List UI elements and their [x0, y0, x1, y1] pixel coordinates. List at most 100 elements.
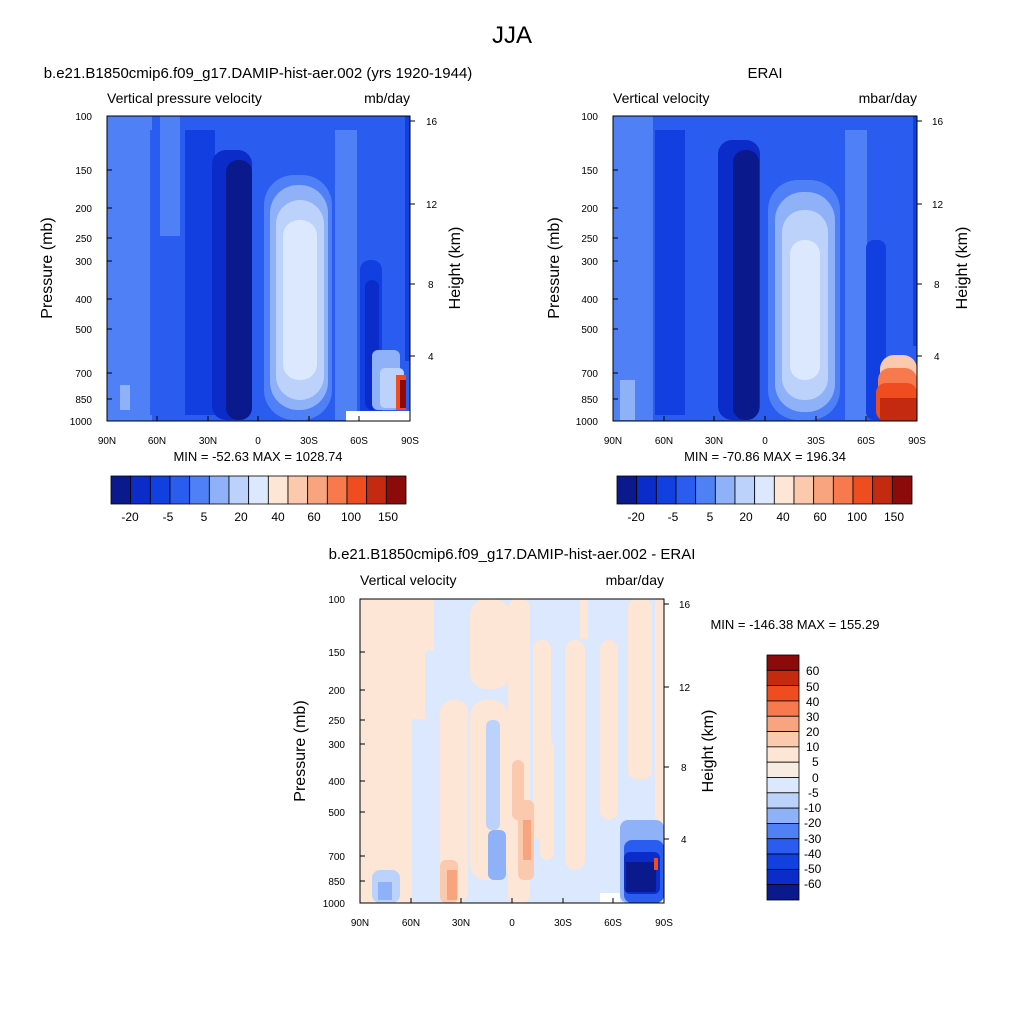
panel-model-cb-label: 150	[378, 510, 398, 524]
panel-diff-y2tick: 12	[679, 683, 691, 694]
colorbar-swatch	[766, 746, 800, 763]
panel-obs-cb-label: 40	[776, 510, 790, 524]
panel-model-units: mb/day	[364, 90, 410, 106]
panel-diff-y2ticks: 16 12 8 4	[664, 600, 691, 846]
panel-model-ytick: 400	[75, 295, 92, 306]
colorbar-swatch	[695, 475, 716, 505]
panel-model-ytick: 700	[75, 369, 92, 380]
panel-obs-cb-label: 150	[884, 510, 904, 524]
panel-model: b.e21.B1850cmip6.f09_g17.DAMIP-hist-aer.…	[39, 65, 472, 524]
panel-diff-cb-label: -50	[804, 862, 822, 876]
panel-model-yticks: 100 150 200 250 300 400 500 700 850 1000	[70, 112, 112, 428]
panel-model-cb-label: -5	[163, 510, 174, 524]
panel-obs-y2label: Height (km)	[954, 227, 971, 310]
colorbar-swatch	[832, 475, 854, 505]
panel-model-ytick: 850	[75, 395, 92, 406]
panel-obs-yticks: 100 150 200 250 300 400 500 700 850 1000	[576, 112, 618, 428]
panel-obs-cb-label: 60	[813, 510, 827, 524]
panel-obs-ytick: 850	[581, 395, 598, 406]
colorbar-swatch	[385, 475, 407, 505]
colorbar-swatch	[793, 475, 815, 505]
panel-diff-xtick: 30S	[554, 918, 572, 929]
panel-obs-y2tick: 12	[932, 200, 944, 211]
panel-diff-ytick: 250	[328, 716, 345, 727]
panel-diff-cb-label: -40	[804, 847, 822, 861]
panel-model-xtick: 30S	[300, 436, 318, 447]
panel-diff-cb-label: 40	[806, 695, 820, 709]
colorbar-swatch	[766, 669, 800, 687]
panel-model-field	[106, 115, 411, 422]
colorbar-swatch	[766, 715, 800, 732]
panel-diff-y2label: Height (km)	[700, 710, 717, 793]
panel-obs-ytick: 250	[581, 234, 598, 245]
panel-obs-units: mbar/day	[859, 90, 917, 106]
panel-diff-ytick: 300	[328, 740, 345, 751]
panel-obs-xtick: 90N	[604, 436, 622, 447]
panel-diff: b.e21.B1850cmip6.f09_g17.DAMIP-hist-aer.…	[292, 546, 880, 929]
panel-obs-colorbar	[616, 475, 913, 505]
colorbar-swatch	[766, 823, 800, 840]
panel-obs-ytick: 150	[581, 166, 598, 177]
colorbar-swatch	[169, 475, 191, 505]
panel-diff-xticks: 90N 60N 30N 0 30S 60S 90S	[351, 898, 673, 929]
panel-obs-ytick: 300	[581, 257, 598, 268]
panel-obs-title: ERAI	[747, 65, 782, 82]
panel-diff-xtick: 60N	[402, 918, 420, 929]
colorbar-swatch	[766, 685, 800, 702]
colorbar-swatch	[766, 731, 800, 748]
panel-obs-stats: MIN = -70.86 MAX = 196.34	[684, 449, 846, 464]
panel-model-ytick: 300	[75, 257, 92, 268]
panel-obs-cb-label: 20	[739, 510, 753, 524]
panel-model-left-label: Vertical pressure velocity	[107, 90, 262, 106]
panel-obs-ytick: 1000	[576, 417, 599, 428]
panel-obs-ytick: 100	[581, 112, 598, 123]
panel-diff-ytick: 100	[328, 595, 345, 606]
panel-model-y2tick: 8	[428, 280, 434, 291]
colorbar-swatch	[366, 475, 387, 505]
panel-diff-ytick: 700	[328, 852, 345, 863]
panel-model-ytick: 150	[75, 166, 92, 177]
panel-diff-ytick: 400	[328, 777, 345, 788]
panel-diff-cb-label: 60	[806, 664, 820, 678]
panel-model-colorbar-labels: -20 -5 5 20 40 60 100 150	[121, 510, 398, 524]
colorbar-swatch	[852, 475, 874, 505]
panel-obs-ytick: 500	[581, 325, 598, 336]
panel-diff-ytick: 200	[328, 686, 345, 697]
panel-obs-xtick: 60S	[857, 436, 875, 447]
colorbar-swatch	[228, 475, 250, 505]
panel-obs-left-label: Vertical velocity	[613, 90, 709, 106]
panel-diff-y2tick: 4	[681, 835, 687, 846]
colorbar-swatch	[734, 475, 756, 505]
colorbar-swatch	[655, 475, 677, 505]
panel-model-ylabel: Pressure (mb)	[39, 217, 56, 318]
panel-model-xticks: 90N 60N 30N 0 30S 60S 90S	[98, 416, 419, 447]
panel-diff-field	[359, 598, 665, 904]
panel-obs-xtick: 30N	[705, 436, 723, 447]
panel-model-xtick: 90S	[401, 436, 419, 447]
panel-model-ytick: 500	[75, 325, 92, 336]
panel-diff-ytick: 500	[328, 808, 345, 819]
panel-model-y2tick: 4	[428, 352, 434, 363]
panel-obs-ytick: 700	[581, 369, 598, 380]
panel-obs-y2ticks: 16 12 8 4	[917, 117, 944, 363]
panel-diff-cb-label: -30	[804, 832, 822, 846]
panel-diff-ylabel: Pressure (mb)	[292, 700, 309, 801]
colorbar-swatch	[110, 475, 132, 505]
colorbar-swatch	[766, 761, 800, 778]
panel-diff-xtick: 0	[509, 918, 515, 929]
colorbar-swatch	[130, 475, 151, 505]
panel-diff-cb-label: 10	[806, 740, 820, 754]
panel-model-ytick: 1000	[70, 417, 93, 428]
colorbar-swatch	[754, 475, 775, 505]
panel-obs-cb-label: -20	[627, 510, 645, 524]
panel-diff-left-label: Vertical velocity	[360, 572, 456, 588]
colorbar-swatch	[766, 792, 800, 809]
panel-diff-xtick: 90S	[655, 918, 673, 929]
colorbar-swatch	[766, 807, 800, 824]
panel-obs-xtick: 90S	[908, 436, 926, 447]
panel-diff-cb-label: -20	[804, 816, 822, 830]
colorbar-swatch	[326, 475, 348, 505]
panel-obs-y2tick: 16	[932, 117, 944, 128]
colorbar-swatch	[346, 475, 368, 505]
